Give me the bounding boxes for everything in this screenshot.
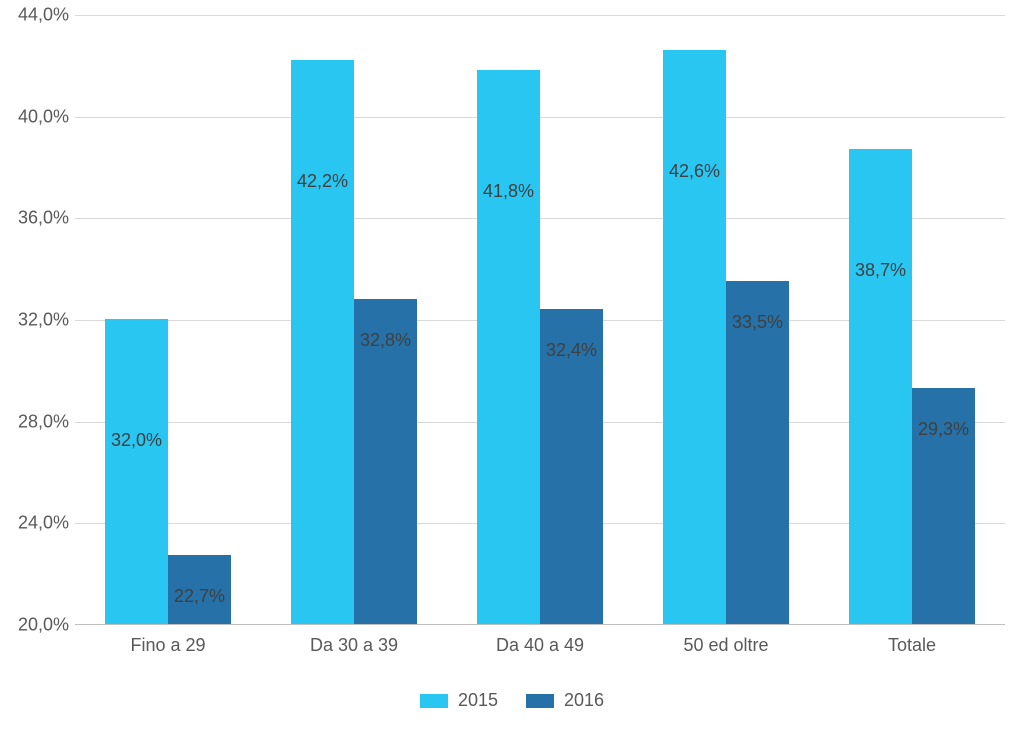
bar-2015-1 bbox=[291, 60, 354, 624]
bar-2015-2 bbox=[477, 70, 540, 624]
y-tick-label: 24,0% bbox=[9, 513, 69, 534]
x-tick-label: 50 ed oltre bbox=[683, 635, 768, 656]
legend-label: 2015 bbox=[458, 690, 498, 711]
y-tick-label: 20,0% bbox=[9, 615, 69, 636]
bar-value-label: 32,0% bbox=[111, 430, 162, 451]
legend-item-2016: 2016 bbox=[526, 690, 604, 711]
bar-value-label: 32,4% bbox=[546, 340, 597, 361]
bar-2015-3 bbox=[663, 50, 726, 624]
gridline bbox=[75, 117, 1005, 118]
bar-value-label: 33,5% bbox=[732, 312, 783, 333]
bar-value-label: 22,7% bbox=[174, 586, 225, 607]
y-tick-label: 44,0% bbox=[9, 5, 69, 26]
bar-chart: 32,0% 22,7% 42,2% 32,8% 41,8% 32,4% 42,6% 33,5%… bbox=[0, 0, 1024, 734]
legend-item-2015: 2015 bbox=[420, 690, 498, 711]
plot-area: 32,0% 22,7% 42,2% 32,8% 41,8% 32,4% 42,6% 33,5%… bbox=[75, 15, 1005, 625]
bar-value-label: 29,3% bbox=[918, 419, 969, 440]
legend-swatch bbox=[420, 694, 448, 708]
bar-value-label: 32,8% bbox=[360, 330, 411, 351]
x-tick-label: Da 30 a 39 bbox=[310, 635, 398, 656]
legend: 2015 2016 bbox=[0, 690, 1024, 713]
y-tick-label: 32,0% bbox=[9, 310, 69, 331]
y-tick-label: 40,0% bbox=[9, 106, 69, 127]
y-tick-label: 28,0% bbox=[9, 411, 69, 432]
gridline bbox=[75, 15, 1005, 16]
x-tick-label: Fino a 29 bbox=[130, 635, 205, 656]
bar-value-label: 41,8% bbox=[483, 181, 534, 202]
bar-value-label: 42,6% bbox=[669, 161, 720, 182]
bar-value-label: 38,7% bbox=[855, 260, 906, 281]
bar-2015-0 bbox=[105, 319, 168, 624]
legend-swatch bbox=[526, 694, 554, 708]
x-tick-label: Totale bbox=[888, 635, 936, 656]
x-tick-label: Da 40 a 49 bbox=[496, 635, 584, 656]
legend-label: 2016 bbox=[564, 690, 604, 711]
y-tick-label: 36,0% bbox=[9, 208, 69, 229]
bar-value-label: 42,2% bbox=[297, 171, 348, 192]
bar-2015-4 bbox=[849, 149, 912, 624]
